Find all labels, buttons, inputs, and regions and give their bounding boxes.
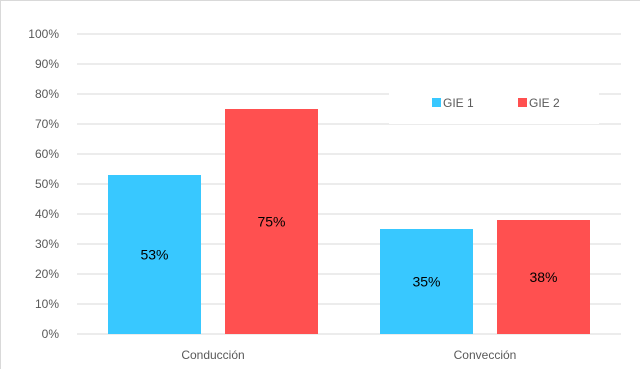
- legend: GIE 1 GIE 2: [389, 88, 599, 124]
- y-tick-label: 40%: [35, 207, 59, 221]
- legend-background: [389, 88, 599, 124]
- y-tick-label: 60%: [35, 147, 59, 161]
- bar-data-label: 53%: [140, 247, 168, 263]
- legend-label: GIE 1: [443, 96, 474, 110]
- x-tick-label: Convección: [454, 348, 517, 362]
- y-tick-label: 0%: [42, 327, 60, 341]
- bar-data-label: 75%: [257, 214, 285, 230]
- x-tick-label: Conducción: [181, 348, 244, 362]
- y-tick-label: 10%: [35, 297, 59, 311]
- legend-swatch: [432, 98, 441, 107]
- legend-swatch: [518, 98, 527, 107]
- x-axis-tick-labels: Conducción Convección: [181, 348, 516, 362]
- y-tick-label: 20%: [35, 267, 59, 281]
- y-tick-label: 100%: [28, 27, 59, 41]
- bar-data-label: 35%: [412, 274, 440, 290]
- bar: [380, 229, 473, 334]
- bar-data-label: 38%: [529, 269, 557, 285]
- bar: [497, 220, 590, 334]
- bar: [225, 109, 318, 334]
- y-tick-label: 90%: [35, 57, 59, 71]
- bars: 53% 75% 35% 38%: [108, 109, 590, 334]
- y-axis-tick-labels: 0% 10% 20% 30% 40% 50% 60% 70% 80% 90% 100%: [28, 27, 59, 341]
- bar: [108, 175, 201, 334]
- y-tick-label: 80%: [35, 87, 59, 101]
- y-tick-label: 70%: [35, 117, 59, 131]
- y-tick-label: 50%: [35, 177, 59, 191]
- legend-label: GIE 2: [529, 96, 560, 110]
- y-tick-label: 30%: [35, 237, 59, 251]
